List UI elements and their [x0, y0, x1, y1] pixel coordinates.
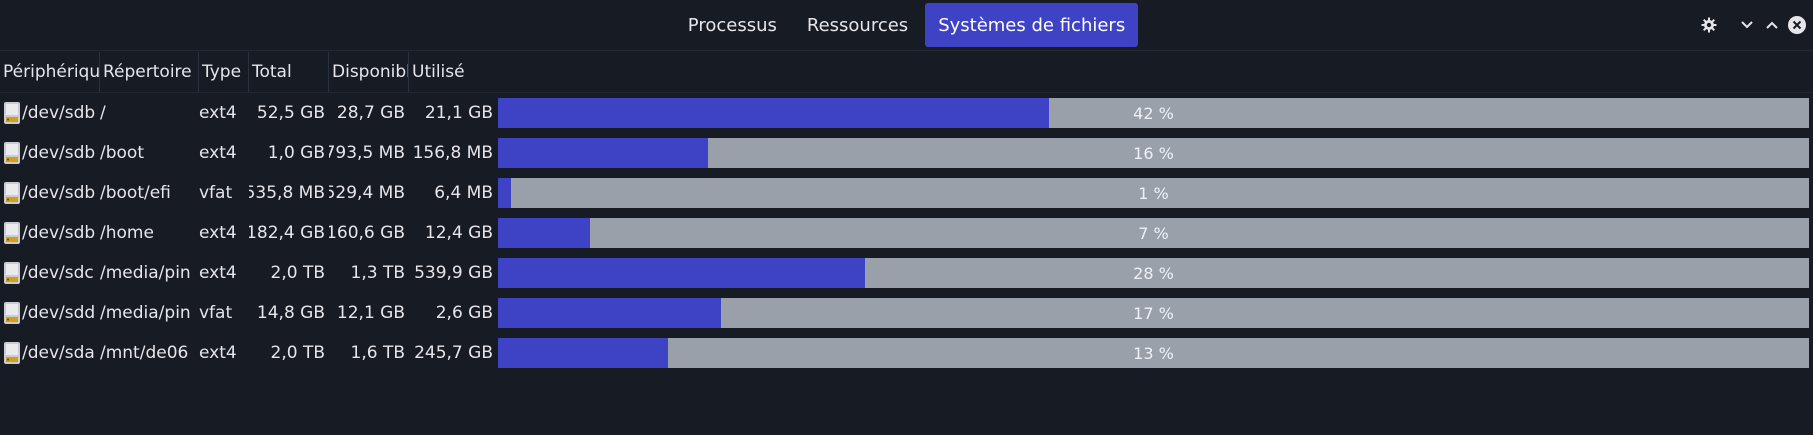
type-cell: ext4	[199, 143, 237, 163]
tab-processes[interactable]: Processus	[687, 14, 777, 36]
type-cell: ext4	[199, 223, 237, 243]
available-cell: 793,5 MB	[329, 143, 405, 163]
available-cell: 529,4 MB	[329, 183, 405, 203]
usage-percent-label: 16 %	[1133, 143, 1174, 163]
usage-bar: 28 %	[498, 258, 1809, 288]
total-cell: 1,0 GB	[267, 143, 325, 163]
device-cell: /dev/sdb	[22, 223, 96, 243]
usage-percent-label: 17 %	[1133, 303, 1174, 323]
usage-percent-label: 7 %	[1138, 223, 1169, 243]
drive-harddisk-icon	[0, 213, 24, 253]
table-row[interactable]: /dev/sdb/boot ext4 1,0 GB 793,5 MB 156,8 MB 1…	[0, 133, 1813, 173]
device-cell: /dev/sdb	[22, 183, 96, 203]
minimize-icon[interactable]	[1736, 14, 1758, 36]
usage-percent-label: 28 %	[1133, 263, 1174, 283]
directory-cell: /mnt/de06	[100, 343, 189, 363]
drive-harddisk-icon	[0, 93, 24, 133]
tab-resources[interactable]: Ressources	[806, 14, 909, 36]
directory-cell: /media/pin	[100, 263, 191, 283]
device-cell: /dev/sdb	[22, 143, 96, 163]
usage-bar-fill	[498, 98, 1049, 128]
column-header-type[interactable]: Type	[199, 52, 249, 92]
type-cell: ext4	[199, 343, 237, 363]
column-header-total[interactable]: Total	[249, 52, 329, 92]
used-cell: 6,4 MB	[434, 183, 493, 203]
total-cell: 535,8 MB	[249, 183, 325, 203]
maximize-icon[interactable]	[1761, 14, 1783, 36]
tab-file-systems[interactable]: Systèmes de fichiers	[925, 3, 1139, 47]
directory-cell: /media/pin	[100, 303, 191, 323]
used-cell: 539,9 GB	[414, 263, 493, 283]
available-cell: 28,7 GB	[336, 103, 405, 123]
total-cell: 52,5 GB	[256, 103, 325, 123]
usage-bar-fill	[498, 218, 590, 248]
total-cell: 2,0 TB	[270, 343, 326, 363]
column-header-directory[interactable]: Répertoire	[100, 52, 199, 92]
usage-bar-fill	[498, 338, 669, 368]
usage-bar-fill	[498, 138, 708, 168]
column-header-available[interactable]: Disponible	[329, 52, 409, 92]
type-cell: vfat	[199, 183, 233, 203]
available-cell: 1,3 TB	[350, 263, 406, 283]
header-bar: Processus Ressources Systèmes de fichier…	[0, 0, 1813, 51]
usage-bar: 42 %	[498, 98, 1809, 128]
column-header-row: Périphérique Répertoire Type Total Dispo…	[0, 52, 1813, 93]
total-cell: 182,4 GB	[249, 223, 325, 243]
type-cell: ext4	[199, 103, 237, 123]
usage-bar-fill	[498, 178, 512, 208]
table-row[interactable]: /dev/sdb / ext4 52,5 GB 28,7 GB 21,1 GB 42 %	[0, 93, 1813, 133]
table-row[interactable]: /dev/sdd/media/pin vfat 14,8 GB 12,1 GB 2,6 …	[0, 293, 1813, 333]
drive-harddisk-icon	[0, 333, 24, 373]
table-row[interactable]: /dev/sdb/home ext4 182,4 GB 160,6 GB 12,4 GB…	[0, 213, 1813, 253]
device-cell: /dev/sdd	[22, 303, 96, 323]
available-cell: 1,6 TB	[350, 343, 406, 363]
column-header-used[interactable]: Utilisé	[412, 62, 465, 82]
drive-harddisk-icon	[0, 293, 24, 333]
gear-icon[interactable]	[1698, 14, 1720, 36]
type-cell: vfat	[199, 303, 233, 323]
directory-cell: /boot	[100, 143, 144, 163]
available-cell: 160,6 GB	[329, 223, 405, 243]
used-cell: 2,6 GB	[435, 303, 493, 323]
drive-harddisk-icon	[0, 253, 24, 293]
drive-harddisk-icon	[0, 173, 24, 213]
table-row[interactable]: /dev/sda/mnt/de06 ext4 2,0 TB 1,6 TB 245,7 G…	[0, 333, 1813, 373]
directory-cell: /boot/efi	[100, 183, 171, 203]
usage-bar-fill	[498, 298, 721, 328]
used-cell: 156,8 MB	[412, 143, 493, 163]
type-cell: ext4	[199, 263, 237, 283]
view-switcher: Processus Ressources Systèmes de fichier…	[0, 3, 1813, 47]
device-cell: /dev/sdb	[22, 103, 96, 123]
usage-bar: 7 %	[498, 218, 1809, 248]
device-cell: /dev/sdc	[22, 263, 94, 283]
usage-percent-label: 1 %	[1138, 183, 1169, 203]
directory-cell: /home	[100, 223, 154, 243]
drive-harddisk-icon	[0, 133, 24, 173]
usage-bar: 13 %	[498, 338, 1809, 368]
column-header-device[interactable]: Périphérique	[0, 52, 100, 92]
usage-bar: 17 %	[498, 298, 1809, 328]
usage-bar: 1 %	[498, 178, 1809, 208]
used-cell: 12,4 GB	[424, 223, 493, 243]
used-cell: 245,7 GB	[414, 343, 493, 363]
table-row[interactable]: /dev/sdb/boot/efi vfat 535,8 MB 529,4 MB 6,4…	[0, 173, 1813, 213]
available-cell: 12,1 GB	[336, 303, 405, 323]
table-row[interactable]: /dev/sdc/media/pin ext4 2,0 TB 1,3 TB 539,9 …	[0, 253, 1813, 293]
total-cell: 2,0 TB	[270, 263, 326, 283]
directory-cell: /	[100, 103, 106, 123]
device-cell: /dev/sda	[22, 343, 95, 363]
usage-bar: 16 %	[498, 138, 1809, 168]
usage-percent-label: 13 %	[1133, 343, 1174, 363]
usage-bar-fill	[498, 258, 866, 288]
used-cell: 21,1 GB	[424, 103, 493, 123]
total-cell: 14,8 GB	[256, 303, 325, 323]
close-icon[interactable]	[1786, 14, 1808, 36]
usage-percent-label: 42 %	[1133, 103, 1174, 123]
